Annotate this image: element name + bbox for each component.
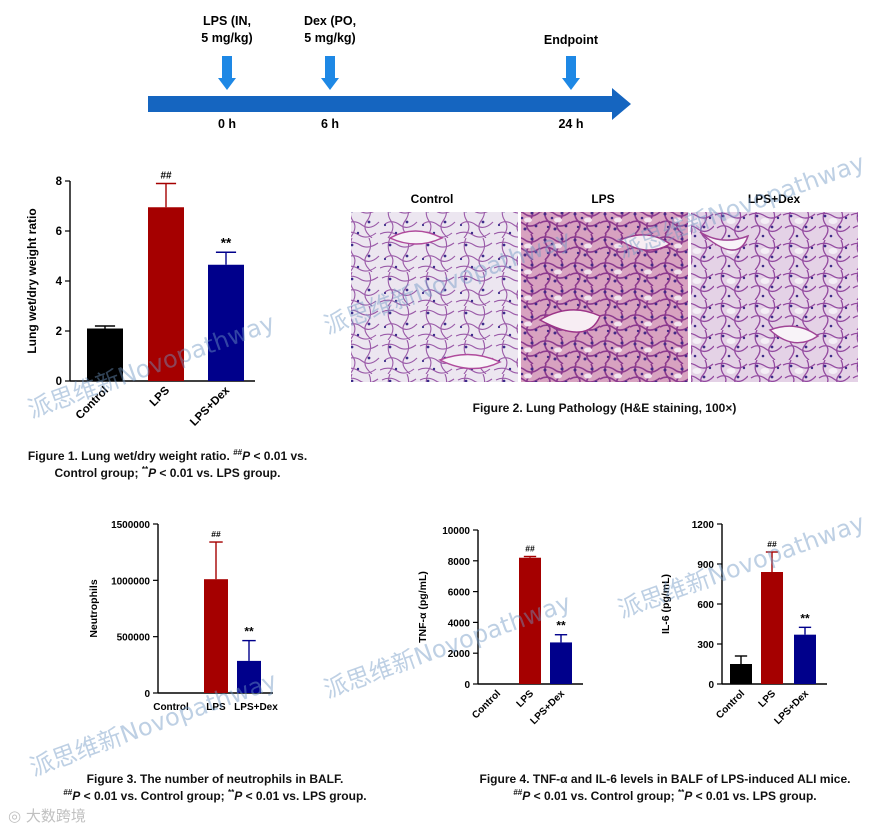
y-axis-label: Lung wet/dry weight ratio	[25, 208, 39, 353]
significance-marker: **	[244, 625, 254, 639]
x-tick-label: LPS+Dex	[772, 688, 811, 727]
bar-control	[87, 328, 123, 381]
timeline-down-arrow-icon	[562, 56, 580, 90]
y-axis-label: IL-6 (pg/mL)	[660, 574, 672, 634]
x-tick-label: LPS+Dex	[188, 384, 232, 428]
timeline-time-label: 6 h	[321, 117, 339, 131]
bar-lps-dex	[794, 634, 816, 684]
timeline-arrow	[148, 88, 631, 120]
timeline-time-label: 24 h	[558, 117, 583, 131]
timeline: LPS (IN, 5 mg/kg) 0 h Dex (PO, 5 mg/kg) 6 h En…	[148, 14, 631, 131]
caption-figure-4: Figure 4. TNF-α and IL-6 levels in BALF …	[479, 772, 851, 803]
bar-lps-dex	[208, 264, 244, 381]
x-tick-label: Control	[470, 688, 503, 721]
x-tick-label: Control	[714, 688, 747, 721]
timeline-event-label: Dex (PO,	[304, 14, 356, 28]
pathology-panels: Control LPS LPS+Dex	[351, 192, 858, 382]
x-tick-label: LPS	[148, 384, 173, 409]
y-tick-label: 4000	[448, 618, 471, 629]
x-tick-label: LPS+Dex	[234, 702, 278, 713]
timeline-time-label: 0 h	[218, 117, 236, 131]
logo-text: 大数跨境	[25, 807, 86, 825]
y-tick-label: 1200	[692, 520, 715, 531]
y-axis-label: TNF-α (pg/mL)	[417, 571, 429, 643]
brand-logo: ◎ 大数跨境	[8, 805, 86, 826]
chart-il6: 0 300 600 900 1200 IL-6 (pg/mL) Control ## LPS **…	[660, 520, 827, 727]
caption-figure-3: Figure 3. The number of neutrophils in B…	[63, 772, 367, 803]
y-tick-label: 2	[56, 326, 62, 338]
y-tick-label: 4	[56, 276, 63, 288]
bar-lps	[148, 207, 184, 381]
y-tick-label: 10000	[442, 526, 470, 537]
timeline-event-label: Endpoint	[544, 33, 599, 47]
caption-figure-1: Figure 1. Lung wet/dry weight ratio. ##P…	[27, 448, 308, 481]
y-tick-label: 0	[56, 376, 62, 388]
x-tick-label: Control	[153, 702, 189, 713]
bar-lps-dex	[550, 642, 572, 684]
y-tick-label: 900	[697, 560, 714, 571]
timeline-down-arrow-icon	[321, 56, 339, 90]
chart-lung-wet-dry-ratio: 0 2 4 6 8 Lung wet/dry weight ratio Control ## L…	[25, 171, 255, 429]
chart-tnf-alpha: 0 2000 4000 6000 8000 10000 TNF-α (pg/mL) Contr…	[417, 526, 583, 727]
bar-control	[730, 664, 752, 684]
timeline-event-label: 5 mg/kg)	[304, 31, 355, 45]
bar-lps-dex	[237, 660, 261, 693]
significance-marker: ##	[525, 543, 535, 553]
x-tick-label: LPS+Dex	[528, 688, 567, 727]
y-tick-label: 0	[464, 680, 470, 691]
pathology-label-lps: LPS	[591, 192, 614, 206]
logo-icon: ◎	[8, 807, 22, 825]
y-tick-label: 8	[56, 176, 63, 188]
significance-marker: **	[221, 235, 232, 250]
y-tick-label: 1000000	[111, 576, 150, 587]
histology-vessel-control	[388, 230, 502, 370]
timeline-event-label: 5 mg/kg)	[201, 31, 252, 45]
x-tick-label: LPS	[757, 688, 779, 710]
caption-figure-2: Figure 2. Lung Pathology (H&E staining, …	[472, 401, 737, 415]
y-tick-label: 0	[144, 689, 150, 700]
histology-vessel-lps-dex	[699, 231, 820, 344]
significance-marker: **	[556, 619, 566, 633]
histology-image-lps	[521, 212, 688, 382]
y-tick-label: 300	[697, 640, 714, 651]
bar-lps	[519, 557, 541, 684]
x-tick-label: Control	[74, 385, 111, 422]
significance-marker: ##	[767, 539, 777, 549]
significance-marker: ##	[160, 171, 172, 182]
y-tick-label: 8000	[448, 557, 471, 568]
x-tick-label: LPS	[515, 688, 537, 710]
y-tick-label: 6000	[448, 588, 471, 599]
significance-marker: **	[800, 611, 810, 625]
y-tick-label: 6	[56, 226, 62, 238]
significance-marker: ##	[211, 529, 221, 539]
pathology-label-control: Control	[411, 192, 454, 206]
bar-lps	[204, 579, 228, 693]
y-tick-label: 600	[697, 600, 714, 611]
y-tick-label: 1500000	[111, 520, 150, 531]
y-tick-label: 500000	[117, 633, 151, 644]
chart-neutrophils: 0 500000 1000000 1500000 Neutrophils Control #…	[88, 520, 278, 713]
y-tick-label: 2000	[448, 649, 471, 660]
y-tick-label: 0	[708, 680, 714, 691]
y-axis-label: Neutrophils	[88, 579, 100, 637]
timeline-down-arrow-icon	[218, 56, 236, 90]
bar-lps	[761, 572, 783, 684]
pathology-label-lps-dex: LPS+Dex	[748, 192, 801, 206]
x-tick-label: LPS	[206, 702, 226, 713]
histology-image-lps-dex	[691, 212, 858, 382]
timeline-event-label: LPS (IN,	[203, 14, 251, 28]
histology-vessel-lps	[538, 234, 672, 333]
